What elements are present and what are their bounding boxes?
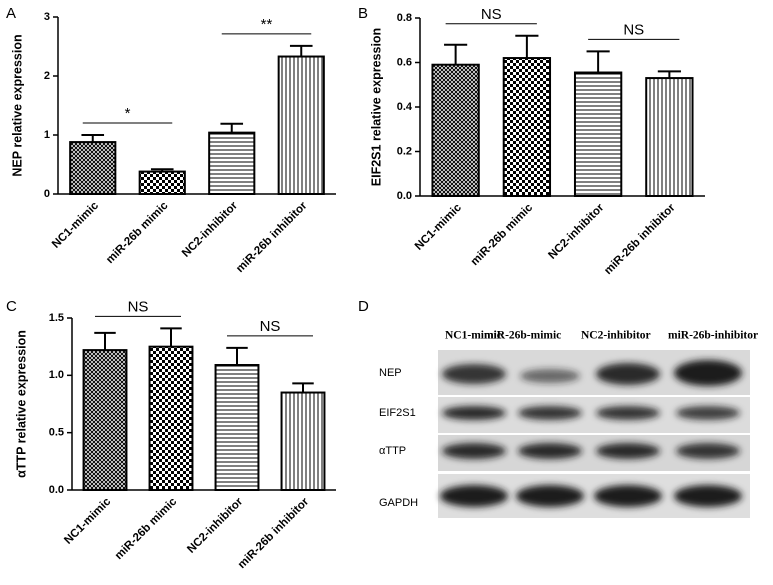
- error-bar: [226, 346, 248, 366]
- bar: [138, 170, 186, 196]
- x-tick-label: miR-26b mimic: [113, 495, 180, 562]
- error-bar: [160, 327, 182, 347]
- significance-label: NS: [128, 298, 149, 315]
- bar: [214, 364, 260, 491]
- significance-label: NS: [481, 6, 502, 23]
- y-tick-label: 0.5: [49, 427, 64, 439]
- y-tick-label: 0.0: [397, 190, 412, 202]
- y-tick-label: 1.0: [49, 369, 64, 381]
- blot-column-label: NC1-mimic: [445, 330, 502, 342]
- blot-row-label: NEP: [379, 367, 402, 379]
- error-bar: [150, 168, 174, 172]
- significance-label: NS: [623, 21, 644, 38]
- x-tick-label: miR-26b mimic: [469, 201, 536, 268]
- y-tick-label: 2: [44, 70, 50, 82]
- y-tick-label: 1: [44, 129, 50, 141]
- bar: [148, 345, 194, 491]
- x-tick-label: miR-26b inhibitor: [234, 199, 310, 275]
- x-tick-label: miR-26b inhibitor: [602, 201, 678, 277]
- x-tick-label: NC2-inhibitor: [546, 201, 606, 261]
- x-tick-label: NC1-mimic: [62, 495, 113, 546]
- bar: [69, 141, 117, 195]
- y-axis-title: EIF2S1 relative expression: [369, 28, 383, 186]
- x-tick-label: miR-26b mimic: [104, 199, 171, 266]
- y-axis-title: NEP relative expression: [10, 34, 24, 176]
- error-bar: [81, 134, 105, 143]
- y-tick-label: 1.5: [49, 312, 64, 324]
- blot-column-label: miR-26b-inhibitor: [668, 330, 758, 342]
- error-bar: [444, 43, 468, 65]
- error-bar: [586, 50, 610, 73]
- bar: [573, 71, 623, 197]
- y-tick-label: 0: [44, 188, 50, 200]
- y-tick-label: 0.8: [397, 12, 412, 24]
- x-tick-label: NC1-mimic: [413, 201, 464, 252]
- x-tick-label: NC2-inhibitor: [185, 495, 245, 555]
- y-tick-label: 3: [44, 11, 50, 23]
- panel-label: D: [358, 298, 369, 315]
- error-bar: [289, 44, 313, 57]
- panel-label: B: [358, 5, 368, 22]
- bar: [208, 131, 256, 195]
- blot-row-label: GAPDH: [379, 497, 418, 509]
- bar: [277, 55, 325, 195]
- bar: [82, 349, 128, 491]
- panel-label: C: [6, 298, 17, 315]
- bar: [431, 63, 480, 197]
- blot-row-label: EIF2S1: [379, 407, 416, 419]
- bar: [645, 77, 694, 197]
- y-tick-label: 0.0: [49, 484, 64, 496]
- error-bar: [94, 331, 116, 351]
- blot-column-label: miR-26b-mimic: [484, 330, 561, 342]
- error-bar: [657, 70, 681, 79]
- y-axis-title: αTTP relative expression: [14, 330, 28, 478]
- error-bar: [292, 382, 314, 393]
- y-tick-label: 0.4: [397, 101, 413, 113]
- x-tick-label: NC2-inhibitor: [180, 199, 240, 259]
- x-tick-label: NC1-mimic: [50, 199, 101, 250]
- x-tick-label: miR-26b inhibitor: [236, 495, 312, 571]
- blot-image: [438, 350, 750, 518]
- y-tick-label: 0.6: [397, 56, 412, 68]
- bar: [502, 57, 552, 197]
- bar: [280, 391, 326, 491]
- error-bar: [515, 34, 539, 59]
- y-tick-label: 0.2: [397, 145, 412, 157]
- significance-label: *: [125, 105, 131, 122]
- error-bar: [220, 122, 244, 133]
- blot-column-label: NC2-inhibitor: [581, 330, 651, 342]
- significance-label: **: [261, 16, 273, 33]
- blot-row-label: αTTP: [379, 445, 406, 457]
- significance-label: NS: [260, 318, 281, 335]
- panel-label: A: [6, 5, 16, 22]
